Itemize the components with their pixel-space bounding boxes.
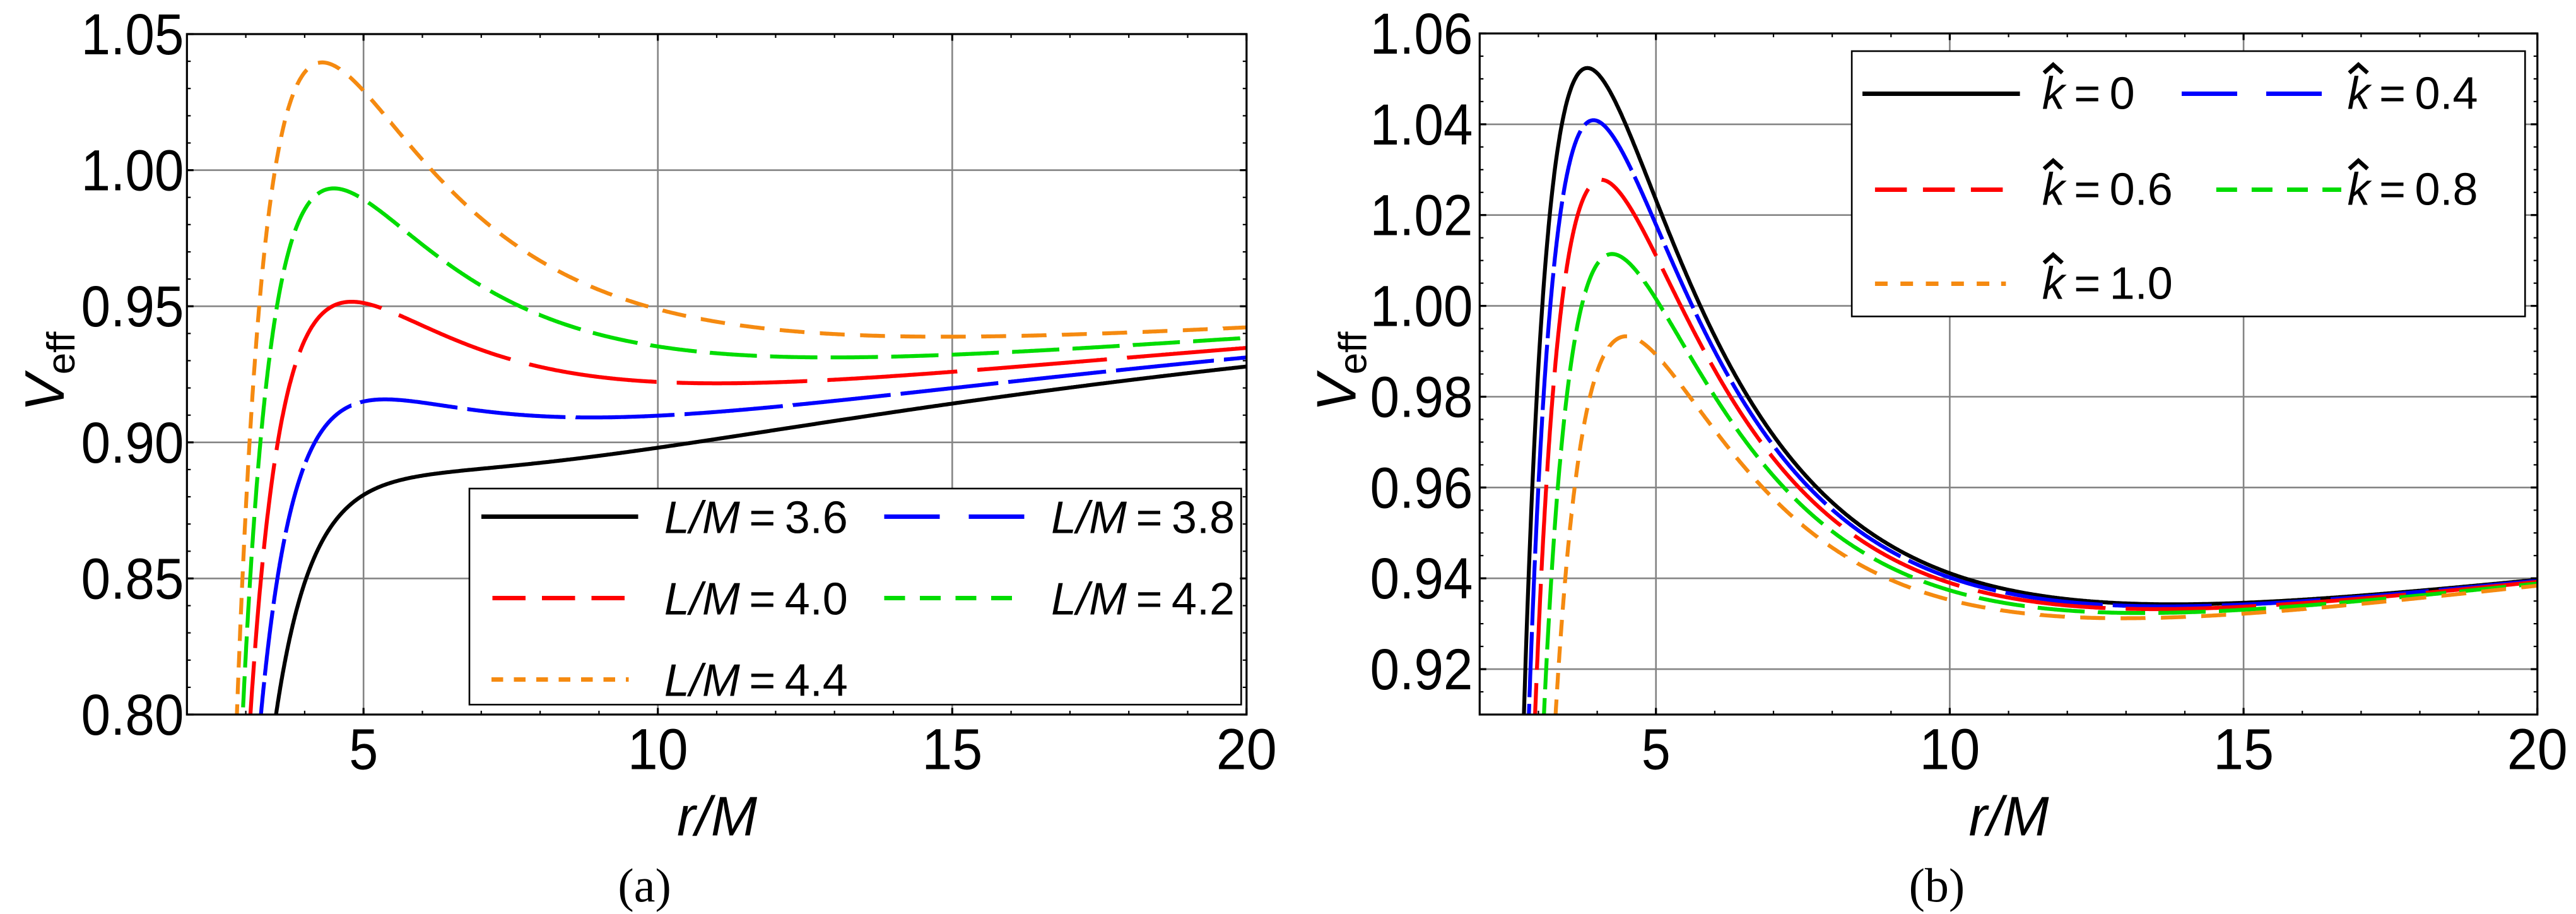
svg-text:1.00: 1.00 xyxy=(1370,275,1473,339)
svg-text:L/M = 4.2: L/M = 4.2 xyxy=(1051,574,1235,625)
svg-text:(b): (b) xyxy=(1909,860,1965,913)
svg-text:L/M = 3.6: L/M = 3.6 xyxy=(664,493,848,543)
svg-text:r/M: r/M xyxy=(1968,785,2049,848)
svg-text:15: 15 xyxy=(2213,718,2274,782)
svg-text:1.05: 1.05 xyxy=(81,3,184,67)
svg-text:20: 20 xyxy=(2507,718,2568,782)
svg-text:Veff: Veff xyxy=(1305,331,1375,412)
svg-text:10: 10 xyxy=(628,718,688,782)
svg-text:L/M = 4.4: L/M = 4.4 xyxy=(664,656,848,706)
svg-text:Veff: Veff xyxy=(13,331,83,412)
svg-text:0.92: 0.92 xyxy=(1370,638,1473,702)
svg-text:r/M: r/M xyxy=(677,785,758,848)
svg-text:1.04: 1.04 xyxy=(1370,93,1473,157)
svg-text:k = 0: k = 0 xyxy=(2042,69,2135,119)
svg-text:1.00: 1.00 xyxy=(81,139,184,203)
svg-text:20: 20 xyxy=(1216,718,1277,782)
svg-text:0.85: 0.85 xyxy=(81,547,184,611)
svg-text:10: 10 xyxy=(1919,718,1980,782)
svg-text:0.80: 0.80 xyxy=(81,683,184,747)
svg-text:k = 1.0: k = 1.0 xyxy=(2042,259,2173,309)
svg-text:1.02: 1.02 xyxy=(1370,184,1473,248)
svg-text:15: 15 xyxy=(922,718,982,782)
svg-text:5: 5 xyxy=(349,718,378,782)
svg-text:k = 0.8: k = 0.8 xyxy=(2348,165,2478,215)
svg-text:0.95: 0.95 xyxy=(81,275,184,339)
svg-text:5: 5 xyxy=(1642,718,1671,782)
svg-text:0.96: 0.96 xyxy=(1370,456,1473,520)
svg-text:k = 0.6: k = 0.6 xyxy=(2042,165,2173,215)
svg-text:0.94: 0.94 xyxy=(1370,547,1473,611)
svg-text:L/M = 4.0: L/M = 4.0 xyxy=(664,574,848,625)
svg-text:0.90: 0.90 xyxy=(81,411,184,475)
svg-text:(a): (a) xyxy=(618,860,671,913)
svg-text:L/M = 3.8: L/M = 3.8 xyxy=(1051,493,1235,543)
svg-text:k = 0.4: k = 0.4 xyxy=(2348,69,2478,119)
svg-text:0.98: 0.98 xyxy=(1370,365,1473,430)
svg-text:1.06: 1.06 xyxy=(1370,2,1473,66)
